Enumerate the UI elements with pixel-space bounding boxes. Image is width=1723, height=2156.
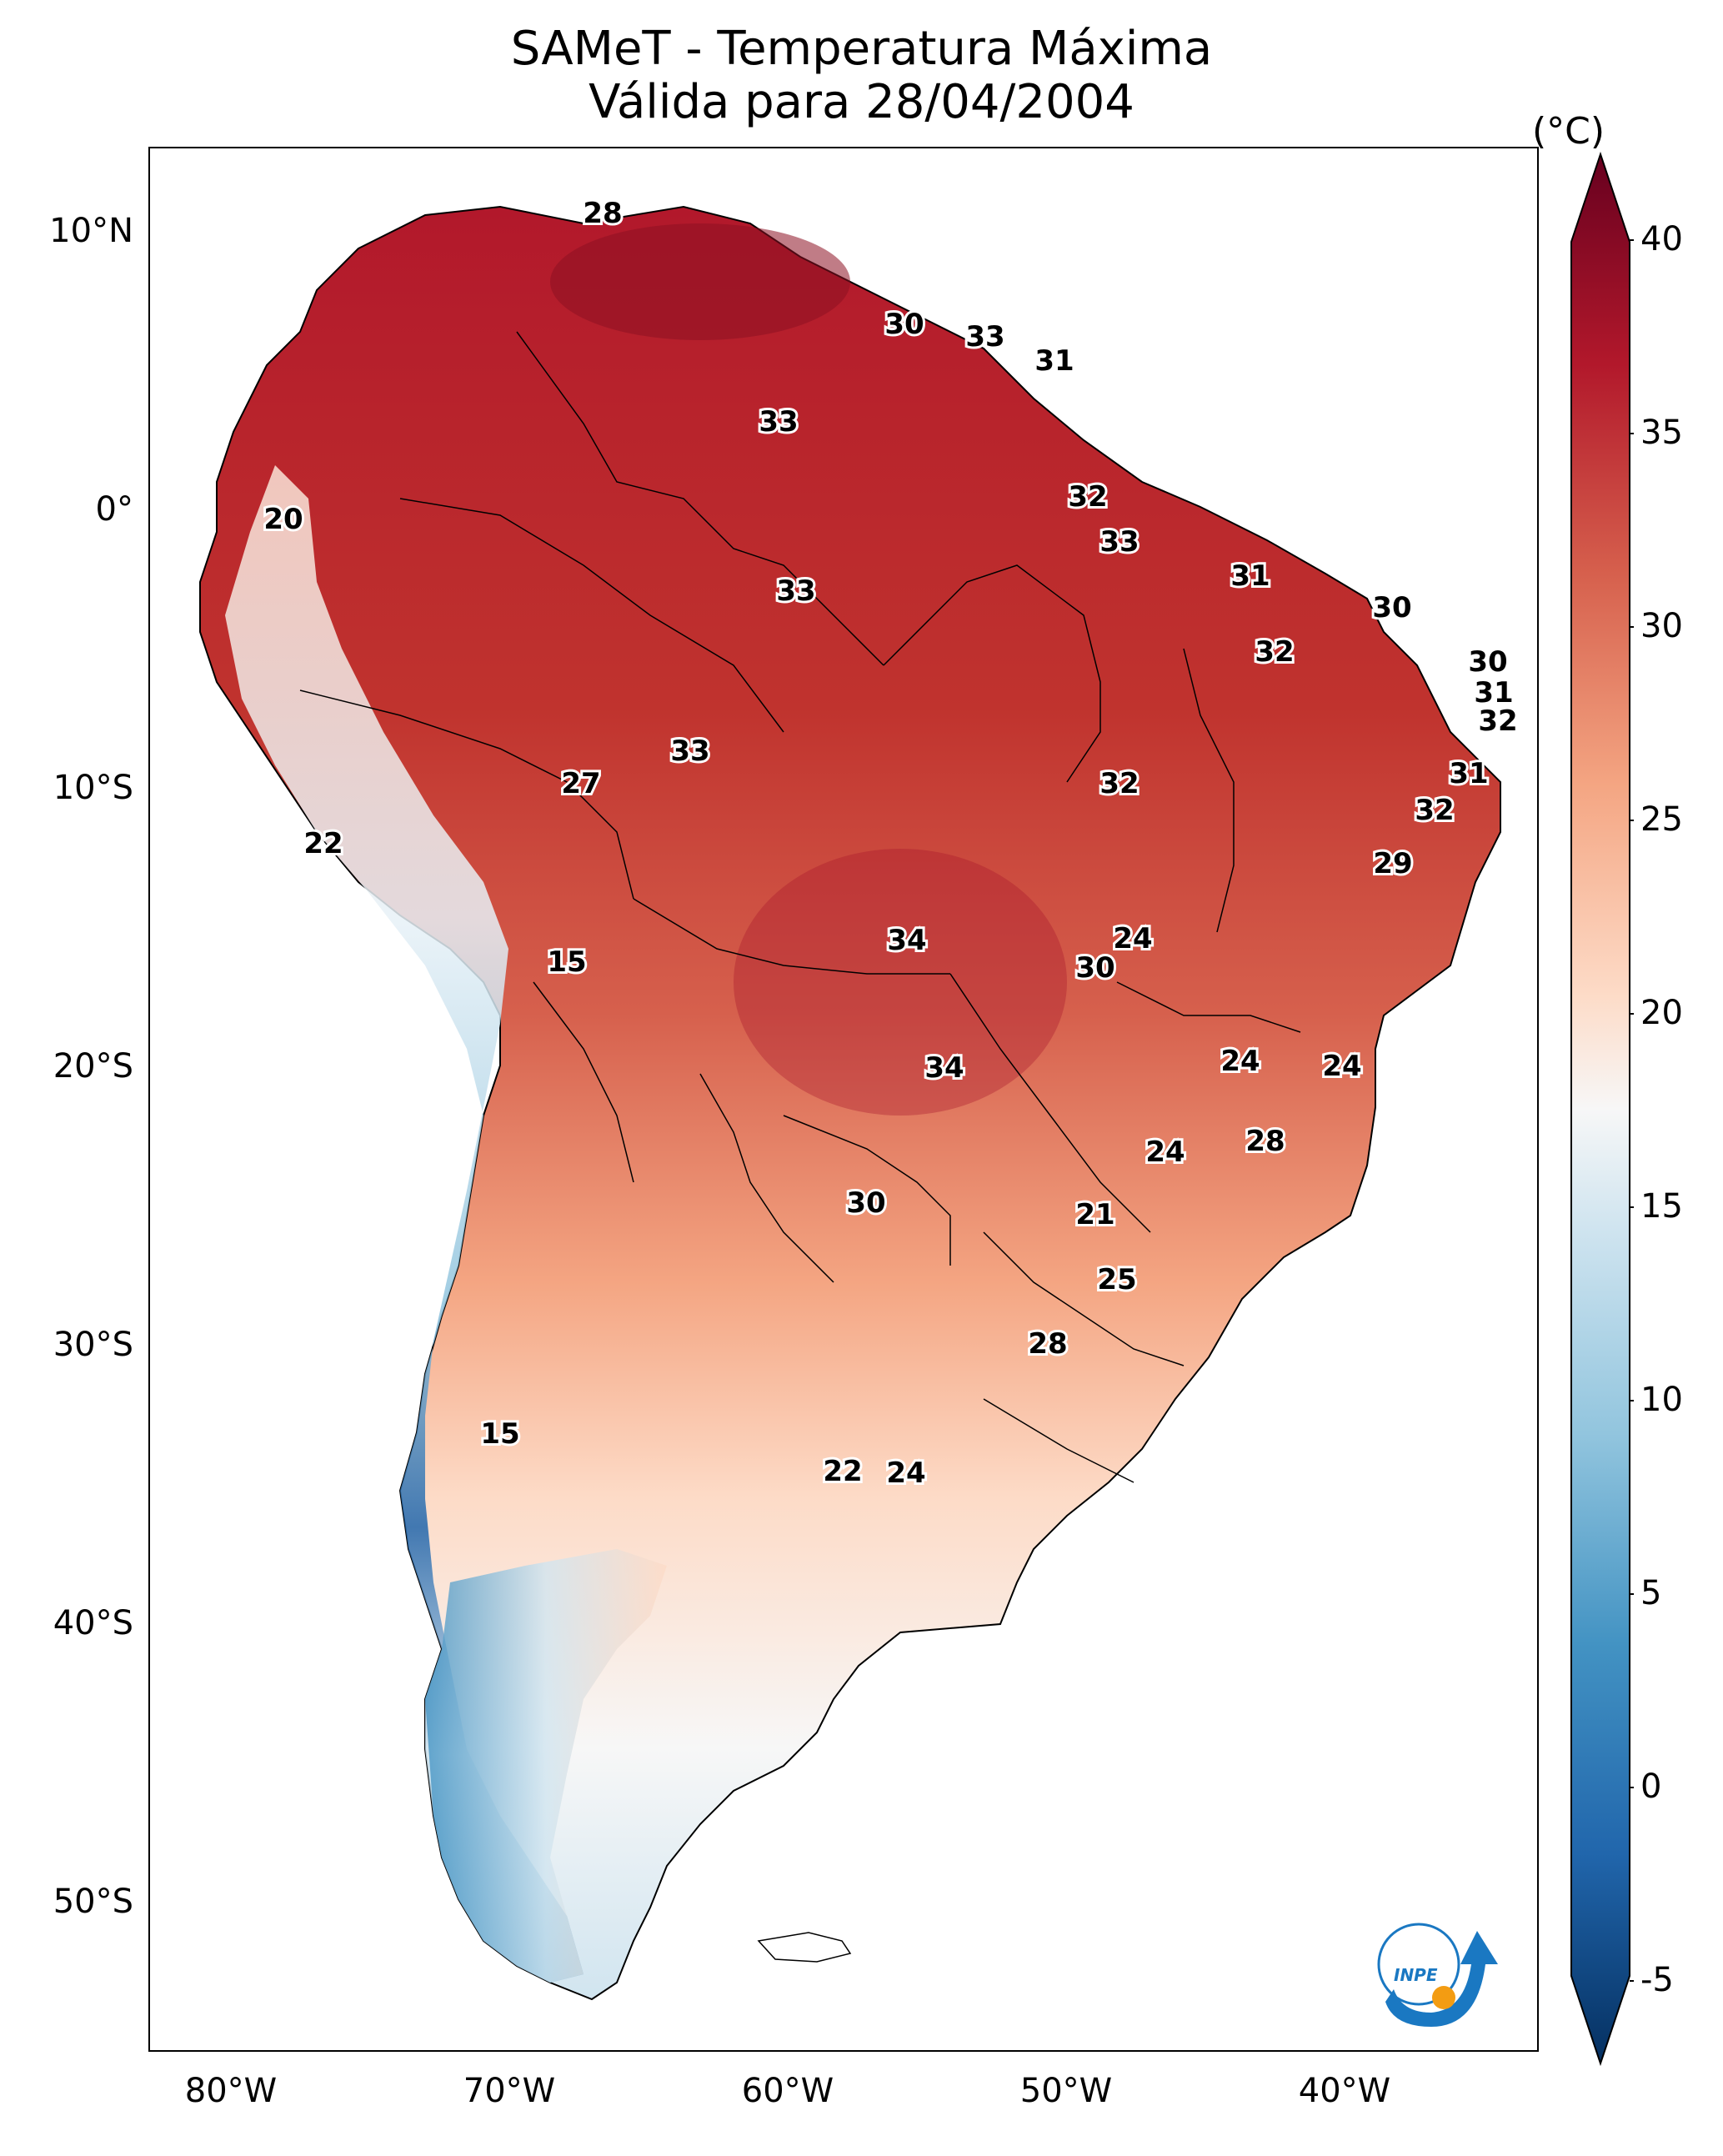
temp-label: 31	[1230, 559, 1270, 593]
lon-tick-label: 40°W	[1298, 2072, 1391, 2110]
falkland-islands	[757, 1932, 852, 1963]
temp-label: 24	[1145, 1136, 1185, 1169]
colorbar	[1570, 151, 1634, 2067]
temp-label: 32	[1099, 767, 1139, 800]
andes-cold-band	[225, 465, 584, 1983]
temp-label: 33	[965, 320, 1004, 353]
temp-label: 15	[480, 1417, 519, 1451]
temp-label: 24	[1113, 922, 1152, 955]
temperature-map: 28 30 33 31 33 32 33 31 30 20 33 32 30 3…	[199, 194, 1520, 2001]
lat-tick-label: 50°S	[53, 1883, 133, 1921]
country-borders	[299, 331, 1301, 1483]
map-subtitle: Válida para 28/04/2004	[589, 75, 1134, 129]
temp-label: 33	[759, 405, 798, 439]
temp-label: 31	[1449, 757, 1488, 790]
temp-label: 28	[583, 197, 622, 230]
lon-tick-label: 80°W	[184, 2072, 278, 2110]
map-title: SAMeT - Temperatura Máxima	[510, 22, 1213, 76]
temp-label: 32	[1068, 480, 1107, 514]
temp-label: 30	[846, 1186, 885, 1220]
colorbar-tick: -5	[1640, 1961, 1674, 1999]
colorbar-tick: 5	[1640, 1574, 1662, 1612]
lat-tick-label: 10°N	[49, 212, 133, 250]
temp-label: 30	[1075, 951, 1114, 985]
temp-label: 29	[1373, 847, 1412, 880]
temp-label: 33	[670, 735, 709, 768]
lon-tick-label: 70°W	[463, 2072, 556, 2110]
colorbar-tick: 25	[1640, 800, 1683, 839]
colorbar-tick: 20	[1640, 994, 1683, 1032]
temp-label: 27	[561, 767, 600, 800]
lat-tick-label: 0°	[95, 490, 133, 529]
temp-label: 24	[1220, 1045, 1260, 1078]
temp-label: 31	[1034, 344, 1074, 378]
colorbar-tick: 15	[1640, 1187, 1683, 1226]
colorbar-tick: 35	[1640, 414, 1683, 452]
inpe-logo: INPE	[1377, 1923, 1498, 2027]
lat-tick-label: 20°S	[53, 1047, 133, 1086]
temp-label: 24	[886, 1457, 925, 1490]
temp-label: 32	[1255, 635, 1294, 669]
hot-core-central	[734, 849, 1067, 1116]
colorbar-unit: (°C)	[1532, 110, 1605, 153]
temperature-labels: 28 30 33 31 33 32 33 31 30 20 33 32 30 3…	[261, 194, 1520, 1492]
temp-label: 28	[1028, 1327, 1067, 1361]
temp-label: 31	[1474, 676, 1513, 709]
temp-label: 28	[1245, 1125, 1285, 1158]
temp-label: 32	[1478, 704, 1517, 738]
temp-label: 15	[547, 945, 586, 979]
temp-label: 24	[1322, 1050, 1361, 1083]
colorbar-tick: 0	[1640, 1767, 1662, 1806]
temp-label: 30	[1372, 591, 1411, 624]
temp-label: 20	[263, 503, 303, 536]
lat-tick-label: 40°S	[53, 1604, 133, 1642]
lon-tick-label: 60°W	[741, 2072, 834, 2110]
map-panel: 28 30 33 31 33 32 33 31 30 20 33 32 30 3…	[148, 147, 1539, 2052]
hot-core-north	[550, 223, 850, 340]
temp-label: 25	[1097, 1263, 1136, 1296]
temp-label: 22	[303, 827, 343, 860]
lat-tick-label: 10°S	[53, 769, 133, 807]
colorbar-tick: 30	[1640, 607, 1683, 645]
temp-label: 34	[887, 924, 926, 957]
temp-label: 22	[823, 1455, 862, 1488]
lat-tick-label: 30°S	[53, 1326, 133, 1364]
lon-tick-label: 50°W	[1019, 2072, 1113, 2110]
temp-label: 32	[1415, 794, 1454, 827]
colorbar-tick: 10	[1640, 1381, 1683, 1419]
patagonia-region	[425, 1549, 667, 1983]
temp-label: 21	[1075, 1198, 1114, 1231]
temp-label: 33	[1099, 525, 1139, 559]
temp-label: 34	[924, 1051, 964, 1085]
colorbar-tick: 40	[1640, 220, 1683, 258]
logo-text: INPE	[1394, 1965, 1438, 1985]
temp-label: 33	[776, 574, 815, 608]
temp-label: 30	[1468, 645, 1507, 679]
temp-label: 30	[884, 308, 924, 341]
